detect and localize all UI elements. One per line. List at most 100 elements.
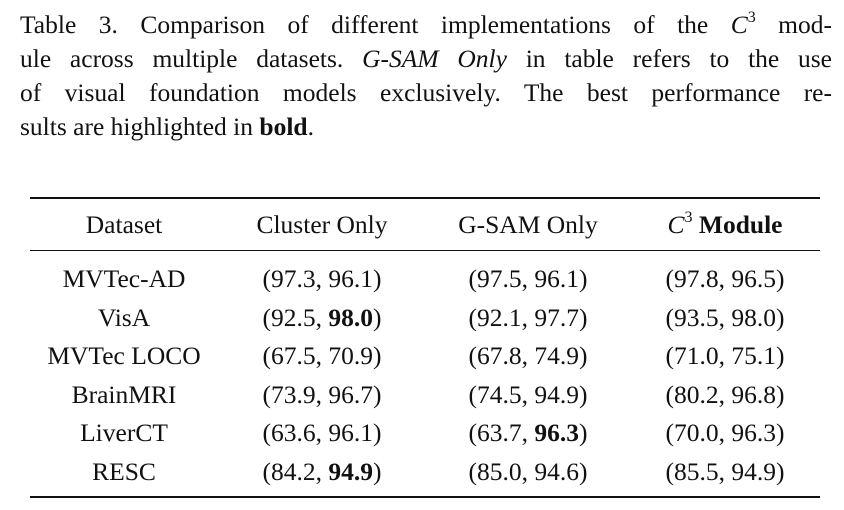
caption-line-3: of visual foundation models exclusively.… <box>20 78 832 107</box>
caption-text: . <box>307 112 314 141</box>
caption-line-4: sults are highlighted in bold. <box>20 110 832 144</box>
cell-dataset: BrainMRI <box>71 379 177 409</box>
caption-text: Table 3. Comparison of different impleme… <box>20 10 731 39</box>
table-row: MVTec-AD (97.3, 96.1) (97.5, 96.1) (97.8, 9… <box>30 260 820 299</box>
cell-cluster: (73.9, 96.7) <box>218 376 426 415</box>
cell-part-open: ( <box>468 418 478 448</box>
header-dataset: Dataset <box>85 210 163 239</box>
cell-part-close: ) <box>579 302 588 332</box>
header-row: Dataset Cluster Only G-SAM Only C3 Modul… <box>30 207 820 243</box>
gsam-italic-term: G-SAM Only <box>362 44 507 73</box>
module-word: Module <box>692 210 783 239</box>
cell-part-sep: , <box>521 302 535 332</box>
cell-part-sep: , <box>521 341 535 371</box>
cell-c3-module: (85.5, 94.9) <box>665 456 785 486</box>
cell-c3-module: (70.0, 96.3) <box>665 418 785 448</box>
cell-part-close: ) <box>373 302 382 332</box>
cell-part-open: ( <box>262 302 272 332</box>
caption-line-2: ule across multiple datasets. G-SAM Only… <box>20 42 832 76</box>
cell-part-b: 94.9 <box>328 456 373 486</box>
cell-part-sep: , <box>315 264 329 293</box>
cell-gsam: (74.5, 94.9) <box>426 376 630 415</box>
caption-text: mod- <box>755 10 833 39</box>
cell-part-sep: , <box>521 379 535 409</box>
table-row: VisA (92.5, 98.0) (92.1, 97.7) (93.5, 98.0) <box>30 299 820 338</box>
cell-part-close: ) <box>373 456 382 486</box>
cell-cluster: (92.5, 98.0) <box>218 299 426 338</box>
cell-part-a: 73.9 <box>271 379 316 409</box>
cell-part-b: 96.1 <box>328 264 373 293</box>
cell-part-a: 67.5 <box>271 341 316 371</box>
cell-part-b: 96.1 <box>328 418 373 448</box>
header-gsam-only: G-SAM Only <box>458 210 598 239</box>
header-cluster-only: Cluster Only <box>256 210 388 239</box>
cell-part-open: ( <box>468 456 478 486</box>
cell-part-sep: , <box>521 456 535 486</box>
cell-part-open: ( <box>468 302 478 332</box>
cell-part-a: 97.5 <box>477 264 522 293</box>
cell-cluster: (67.5, 70.9) <box>218 337 426 376</box>
cell-c3-module: (97.8, 96.5) <box>665 264 785 293</box>
cell-part-close: ) <box>373 264 382 293</box>
caption-text: ule across multiple datasets. <box>20 44 363 73</box>
cell-part-b: 96.1 <box>534 264 579 293</box>
cell-part-open: ( <box>468 341 478 371</box>
table-row: MVTec LOCO (67.5, 70.9) (67.8, 74.9) (71.0,… <box>30 337 820 376</box>
cell-part-b: 70.9 <box>328 341 373 371</box>
cell-part-sep: , <box>315 341 329 371</box>
cell-part-sep: , <box>315 302 329 332</box>
cell-part-sep: , <box>315 379 329 409</box>
bold-term: bold <box>259 112 308 141</box>
caption-line-1: Table 3. Comparison of different impleme… <box>20 8 832 42</box>
cell-part-open: ( <box>262 456 272 486</box>
cell-part-b: 94.9 <box>534 379 579 409</box>
cell-part-a: 67.8 <box>477 341 522 371</box>
cell-part-b: 98.0 <box>328 302 373 332</box>
table-row: RESC (84.2, 94.9) (85.0, 94.6) (85.5, 94.9) <box>30 453 820 492</box>
cell-part-b: 96.7 <box>328 379 373 409</box>
table-caption: Table 3. Comparison of different impleme… <box>20 8 832 144</box>
cell-part-a: 63.7 <box>477 418 522 448</box>
cell-cluster: (63.6, 96.1) <box>218 414 426 453</box>
cell-gsam: (63.7, 96.3) <box>426 414 630 453</box>
table-bottom-rule <box>30 496 820 498</box>
table-header: Dataset Cluster Only G-SAM Only C3 Modul… <box>30 207 820 243</box>
cell-part-close: ) <box>579 418 588 448</box>
cell-dataset: MVTec LOCO <box>47 341 201 371</box>
cell-part-close: ) <box>373 341 382 371</box>
table-body: MVTec-AD (97.3, 96.1) (97.5, 96.1) (97.8, 9… <box>30 260 820 492</box>
cell-dataset: RESC <box>92 456 156 486</box>
table-row: LiverCT (63.6, 96.1) (63.7, 96.3) (70.0, 96… <box>30 414 820 453</box>
table-row: BrainMRI (73.9, 96.7) (74.5, 94.9) (80.2, 9… <box>30 376 820 415</box>
cell-part-sep: , <box>315 456 329 486</box>
cell-cluster: (97.3, 96.1) <box>218 260 426 299</box>
cell-part-a: 74.5 <box>477 379 522 409</box>
cell-part-close: ) <box>579 341 588 371</box>
cell-part-open: ( <box>262 379 272 409</box>
cell-gsam: (92.1, 97.7) <box>426 299 630 338</box>
cell-part-close: ) <box>579 379 588 409</box>
cell-part-a: 63.6 <box>271 418 316 448</box>
cell-part-open: ( <box>468 264 478 293</box>
cell-part-b: 97.7 <box>534 302 579 332</box>
header-c3-module: C3 Module <box>630 207 820 243</box>
cell-part-close: ) <box>579 264 588 293</box>
cell-dataset: VisA <box>97 302 151 332</box>
cell-part-a: 97.3 <box>271 264 316 293</box>
cell-part-a: 84.2 <box>271 456 316 486</box>
c3-symbol: C <box>730 10 748 39</box>
cell-part-b: 94.6 <box>534 456 579 486</box>
cell-c3-module: (80.2, 96.8) <box>665 379 785 409</box>
cell-part-open: ( <box>262 418 272 448</box>
caption-text: sults are highlighted in <box>20 112 260 141</box>
table-top-rule <box>30 197 820 199</box>
cell-part-a: 85.0 <box>477 456 522 486</box>
cell-part-close: ) <box>373 379 382 409</box>
cell-part-a: 92.1 <box>477 302 522 332</box>
cell-c3-module: (71.0, 75.1) <box>665 341 785 371</box>
cell-gsam: (67.8, 74.9) <box>426 337 630 376</box>
cell-part-close: ) <box>373 418 382 448</box>
cell-dataset: LiverCT <box>80 418 168 448</box>
cell-c3-module: (93.5, 98.0) <box>665 302 785 332</box>
cell-part-sep: , <box>315 418 329 448</box>
